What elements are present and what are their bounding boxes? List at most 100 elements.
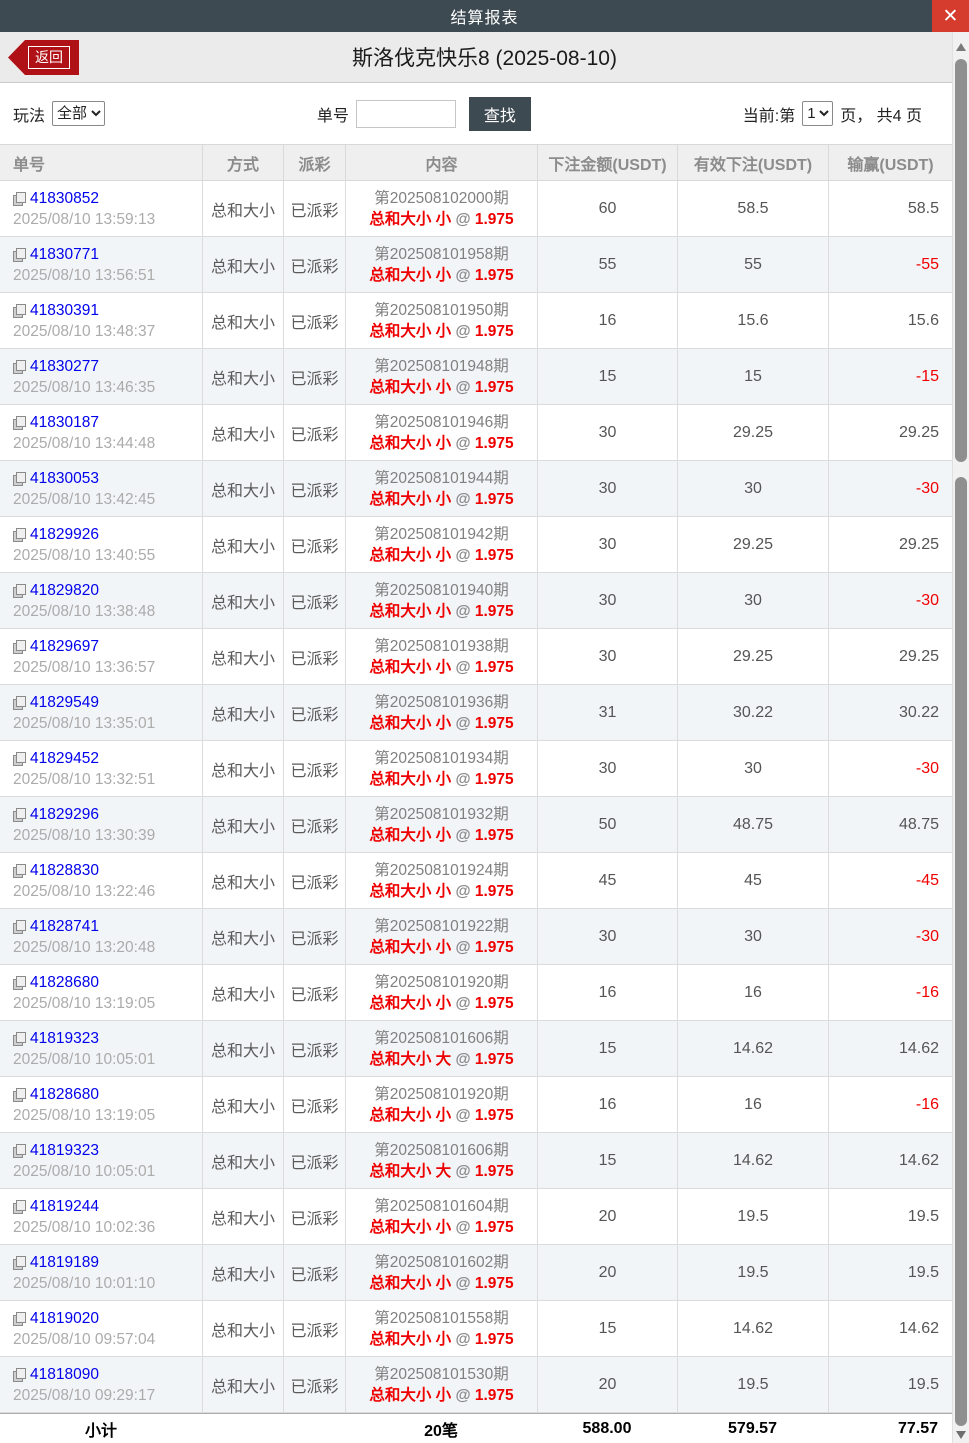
order-search-input[interactable] [355,99,456,128]
order-number-link[interactable]: 41830852 [30,189,99,207]
valid-bet: 30 [677,573,828,628]
scrollbar-thumb-lower[interactable] [955,477,967,1426]
bet-method: 总和大小 [202,573,283,628]
bet-amount: 16 [537,1077,677,1132]
win-loss: 19.5 [828,1189,952,1244]
bet-detail: 总和大小 小 @ 1.975 [369,1330,514,1348]
bet-amount: 30 [537,573,677,628]
bet-method: 总和大小 [202,461,283,516]
payout-status: 已派彩 [283,1021,345,1076]
bet-method: 总和大小 [202,685,283,740]
bet-detail: 总和大小 小 @ 1.975 [369,434,514,452]
order-search-group: 单号 查找 [317,96,531,131]
order-number-link[interactable]: 41830277 [30,357,99,375]
order-number-link[interactable]: 41829452 [30,749,99,767]
valid-bet: 30.22 [677,685,828,740]
order-number-link[interactable]: 41828680 [30,973,99,991]
col-order-id: 单号 [13,156,46,174]
page-select[interactable]: 1 [802,101,834,126]
order-number-link[interactable]: 41818090 [30,1365,99,1383]
order-number-link[interactable]: 41829820 [30,581,99,599]
table-row: 41830391 2025/08/10 13:48:37 总和大小 已派彩 第2… [0,293,952,349]
bet-amount: 16 [537,965,677,1020]
valid-bet: 29.25 [677,517,828,572]
col-content: 内容 [345,145,537,180]
valid-bet: 19.5 [677,1245,828,1300]
order-timestamp: 2025/08/10 13:56:51 [13,266,156,284]
play-filter-select[interactable]: 全部 [52,101,106,126]
valid-bet: 30 [677,741,828,796]
order-number-link[interactable]: 41819020 [30,1309,99,1327]
valid-bet: 30 [677,909,828,964]
order-number-link[interactable]: 41829926 [30,525,99,543]
close-button[interactable]: ✕ [932,0,969,32]
period-number: 第202508101922期 [374,917,509,935]
order-number-link[interactable]: 41828741 [30,917,99,935]
order-timestamp: 2025/08/10 09:57:04 [13,1330,156,1348]
payout-status: 已派彩 [283,629,345,684]
table-row: 41829926 2025/08/10 13:40:55 总和大小 已派彩 第2… [0,517,952,573]
document-icon [13,583,26,598]
bet-detail: 总和大小 小 @ 1.975 [369,1274,514,1292]
period-number: 第202508101934期 [374,749,509,767]
bet-detail: 总和大小 小 @ 1.975 [369,714,514,732]
order-number-link[interactable]: 41829697 [30,637,99,655]
period-number: 第202508101602期 [374,1253,509,1271]
win-loss: -30 [828,741,952,796]
order-number-link[interactable]: 41830391 [30,301,99,319]
payout-status: 已派彩 [283,797,345,852]
payout-status: 已派彩 [283,461,345,516]
titlebar: 结算报表 ✕ [0,0,969,32]
scrollbar-thumb[interactable] [955,59,967,462]
bet-detail: 总和大小 小 @ 1.975 [369,882,514,900]
order-number-link[interactable]: 41830053 [30,469,99,487]
document-icon [13,191,26,206]
win-loss: 14.62 [828,1133,952,1188]
order-number-link[interactable]: 41819244 [30,1197,99,1215]
document-icon [13,919,26,934]
col-payout: 派彩 [283,145,345,180]
scroll-up-icon[interactable] [956,43,966,51]
order-number-link[interactable]: 41828830 [30,861,99,879]
order-number-link[interactable]: 41830187 [30,413,99,431]
bet-amount: 30 [537,517,677,572]
search-button[interactable]: 查找 [468,96,531,131]
document-icon [13,1311,26,1326]
col-valid-bet: 有效下注(USDT) [677,145,828,180]
document-icon [13,247,26,262]
order-number-link[interactable]: 41829549 [30,693,99,711]
win-loss: -16 [828,1077,952,1132]
order-number-link[interactable]: 41819189 [30,1253,99,1271]
table-header-row: 单号 方式 派彩 内容 下注金额(USDT) 有效下注(USDT) 输赢(USD… [0,145,952,181]
pagination-prefix: 当前:第 [742,107,796,125]
period-number: 第202508101606期 [374,1141,509,1159]
table-row: 41829697 2025/08/10 13:36:57 总和大小 已派彩 第2… [0,629,952,685]
bet-amount: 55 [537,237,677,292]
order-number-link[interactable]: 41819323 [30,1029,99,1047]
subtotal-label: 小计 [84,1422,117,1440]
order-number-link[interactable]: 41829296 [30,805,99,823]
order-number-link[interactable]: 41819323 [30,1141,99,1159]
valid-bet: 58.5 [677,181,828,236]
bet-amount: 20 [537,1245,677,1300]
period-number: 第202508101558期 [374,1309,509,1327]
table-row: 41829820 2025/08/10 13:38:48 总和大小 已派彩 第2… [0,573,952,629]
vertical-scrollbar[interactable] [952,32,969,1443]
table-row: 41818090 2025/08/10 09:29:17 总和大小 已派彩 第2… [0,1357,952,1413]
period-number: 第202508101958期 [374,245,509,263]
bet-amount: 30 [537,909,677,964]
win-loss: 48.75 [828,797,952,852]
bet-amount: 20 [537,1189,677,1244]
document-icon [13,1255,26,1270]
scroll-down-icon[interactable] [956,1431,966,1439]
back-button[interactable]: 返回 [8,40,79,75]
bet-method: 总和大小 [202,1245,283,1300]
order-number-link[interactable]: 41828680 [30,1085,99,1103]
subtotal-valid: 579.57 [728,1419,777,1437]
period-number: 第202508101940期 [374,581,509,599]
win-loss: -16 [828,965,952,1020]
subtotal-result: 77.57 [897,1419,938,1437]
order-number-link[interactable]: 41830771 [30,245,99,263]
win-loss: -30 [828,573,952,628]
order-timestamp: 2025/08/10 13:36:57 [13,658,156,676]
